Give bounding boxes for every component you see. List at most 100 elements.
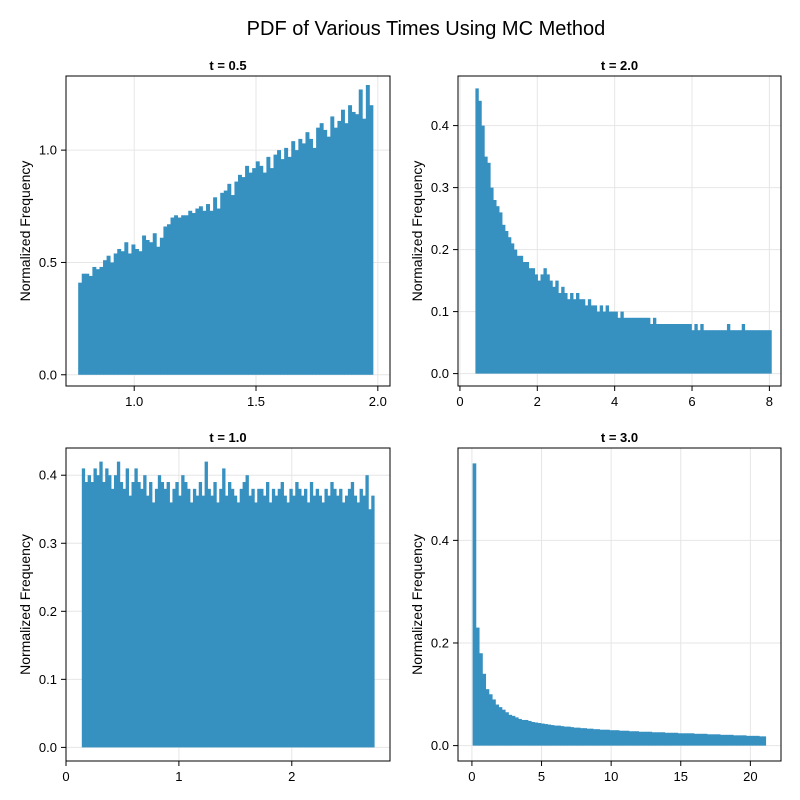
chart-panel-1: 1.0 1.5 2.0 0.0 0.5 1.0 t = 0.5 Normalized Freq… [17, 58, 391, 409]
histogram-bar [274, 495, 279, 748]
histogram-bar [344, 123, 349, 375]
histogram-bar [280, 482, 284, 748]
histogram-bar [350, 482, 355, 748]
histogram-bar [124, 242, 129, 375]
histogram-bar [135, 248, 139, 375]
histogram-bar [498, 707, 503, 746]
histogram-bar [188, 210, 193, 375]
y-tick-label: 0.3 [431, 180, 449, 195]
histogram-bar [525, 262, 530, 374]
histogram-bar [128, 495, 132, 748]
histogram-bar [488, 694, 493, 746]
histogram-bar [340, 109, 345, 375]
histogram-bar [602, 311, 607, 374]
histogram-bar [125, 468, 129, 748]
histogram-bar [222, 468, 226, 748]
histogram-bar [324, 488, 328, 748]
histogram-bar [236, 502, 241, 748]
histogram-bar [493, 200, 497, 374]
histogram-bar [140, 488, 144, 748]
histogram-bar [301, 143, 306, 375]
histogram-bar [110, 262, 115, 375]
histogram-bar [735, 330, 740, 374]
histogram-bar [301, 495, 305, 748]
histogram-bar [762, 736, 767, 746]
panel-title: t = 0.5 [209, 58, 246, 73]
histogram-bar [487, 162, 491, 374]
histogram-bar [284, 147, 289, 375]
histogram-bar [765, 330, 769, 374]
histogram-bar [521, 719, 526, 746]
histogram-bar [333, 127, 338, 375]
histogram-bar [638, 317, 642, 374]
histogram-bar [88, 275, 93, 375]
histogram-bar [537, 280, 541, 374]
histogram-bar [573, 727, 578, 746]
histogram-bar [149, 242, 154, 375]
histogram-bar [170, 217, 175, 375]
histogram-bar [718, 330, 722, 374]
histogram-bar [362, 495, 366, 748]
histogram-bar [262, 172, 267, 375]
histogram-bar [661, 324, 666, 374]
histogram-bar [184, 215, 189, 375]
histogram-bar [638, 731, 643, 746]
y-tick-label: 0.5 [39, 255, 57, 270]
y-tick-label: 0.0 [431, 366, 449, 381]
histogram-bar [738, 330, 743, 374]
histogram-bar [210, 495, 214, 748]
y-axis-label: Normalized Frequency [17, 161, 33, 302]
histogram-bar [528, 268, 533, 374]
histogram-bar [490, 187, 494, 374]
histogram-bar [726, 734, 731, 746]
histogram-bar [318, 495, 322, 748]
histogram-bar [546, 274, 550, 374]
axes-frame [457, 75, 782, 387]
histogram-bar [198, 206, 203, 375]
histogram-bar [213, 197, 218, 375]
histogram-bar [239, 488, 244, 748]
histogram-bar [146, 495, 150, 748]
histogram-bar [81, 468, 86, 748]
y-tick-label: 0.4 [431, 118, 449, 133]
histogram-bar [739, 735, 744, 746]
histogram-bar [287, 156, 292, 375]
histogram-bar [514, 717, 519, 746]
histogram-bar [519, 255, 524, 374]
histogram-bar [81, 273, 86, 375]
histogram-bar [596, 311, 601, 374]
histogram-bar [484, 156, 488, 374]
histogram-bar [650, 324, 654, 374]
histogram-bar [677, 733, 682, 746]
y-tick-label: 0.0 [431, 738, 449, 753]
histogram-bar [223, 190, 228, 375]
histogram-bar [641, 317, 645, 374]
histogram-bar [105, 468, 109, 748]
histogram-bar [684, 733, 688, 746]
histogram-bar [499, 212, 503, 374]
histogram-bar [344, 495, 349, 748]
histogram-bar [524, 719, 529, 746]
histogram-bar [628, 731, 633, 746]
axes-frame [457, 447, 782, 762]
histogram-bar [706, 330, 710, 374]
histogram-bar [191, 213, 196, 375]
histogram-bar [709, 330, 713, 374]
x-tick-label: 0 [62, 769, 69, 784]
histogram-bar [233, 495, 238, 748]
panel-title: t = 2.0 [601, 58, 638, 73]
histogram-bar [655, 324, 660, 374]
histogram-bar [286, 502, 290, 748]
x-tick-label: 2 [534, 394, 541, 409]
x-tick-label: 4 [611, 394, 618, 409]
y-axis-label: Normalized Frequency [17, 534, 33, 675]
histogram-bar [753, 330, 757, 374]
y-axis-label: Normalized Frequency [409, 534, 425, 675]
histogram-bar [593, 729, 597, 746]
histogram-bar [96, 475, 100, 748]
histogram-bar [369, 105, 374, 375]
histogram-bar [260, 488, 264, 748]
histogram-bar [567, 726, 571, 746]
histogram-bar [522, 262, 527, 374]
